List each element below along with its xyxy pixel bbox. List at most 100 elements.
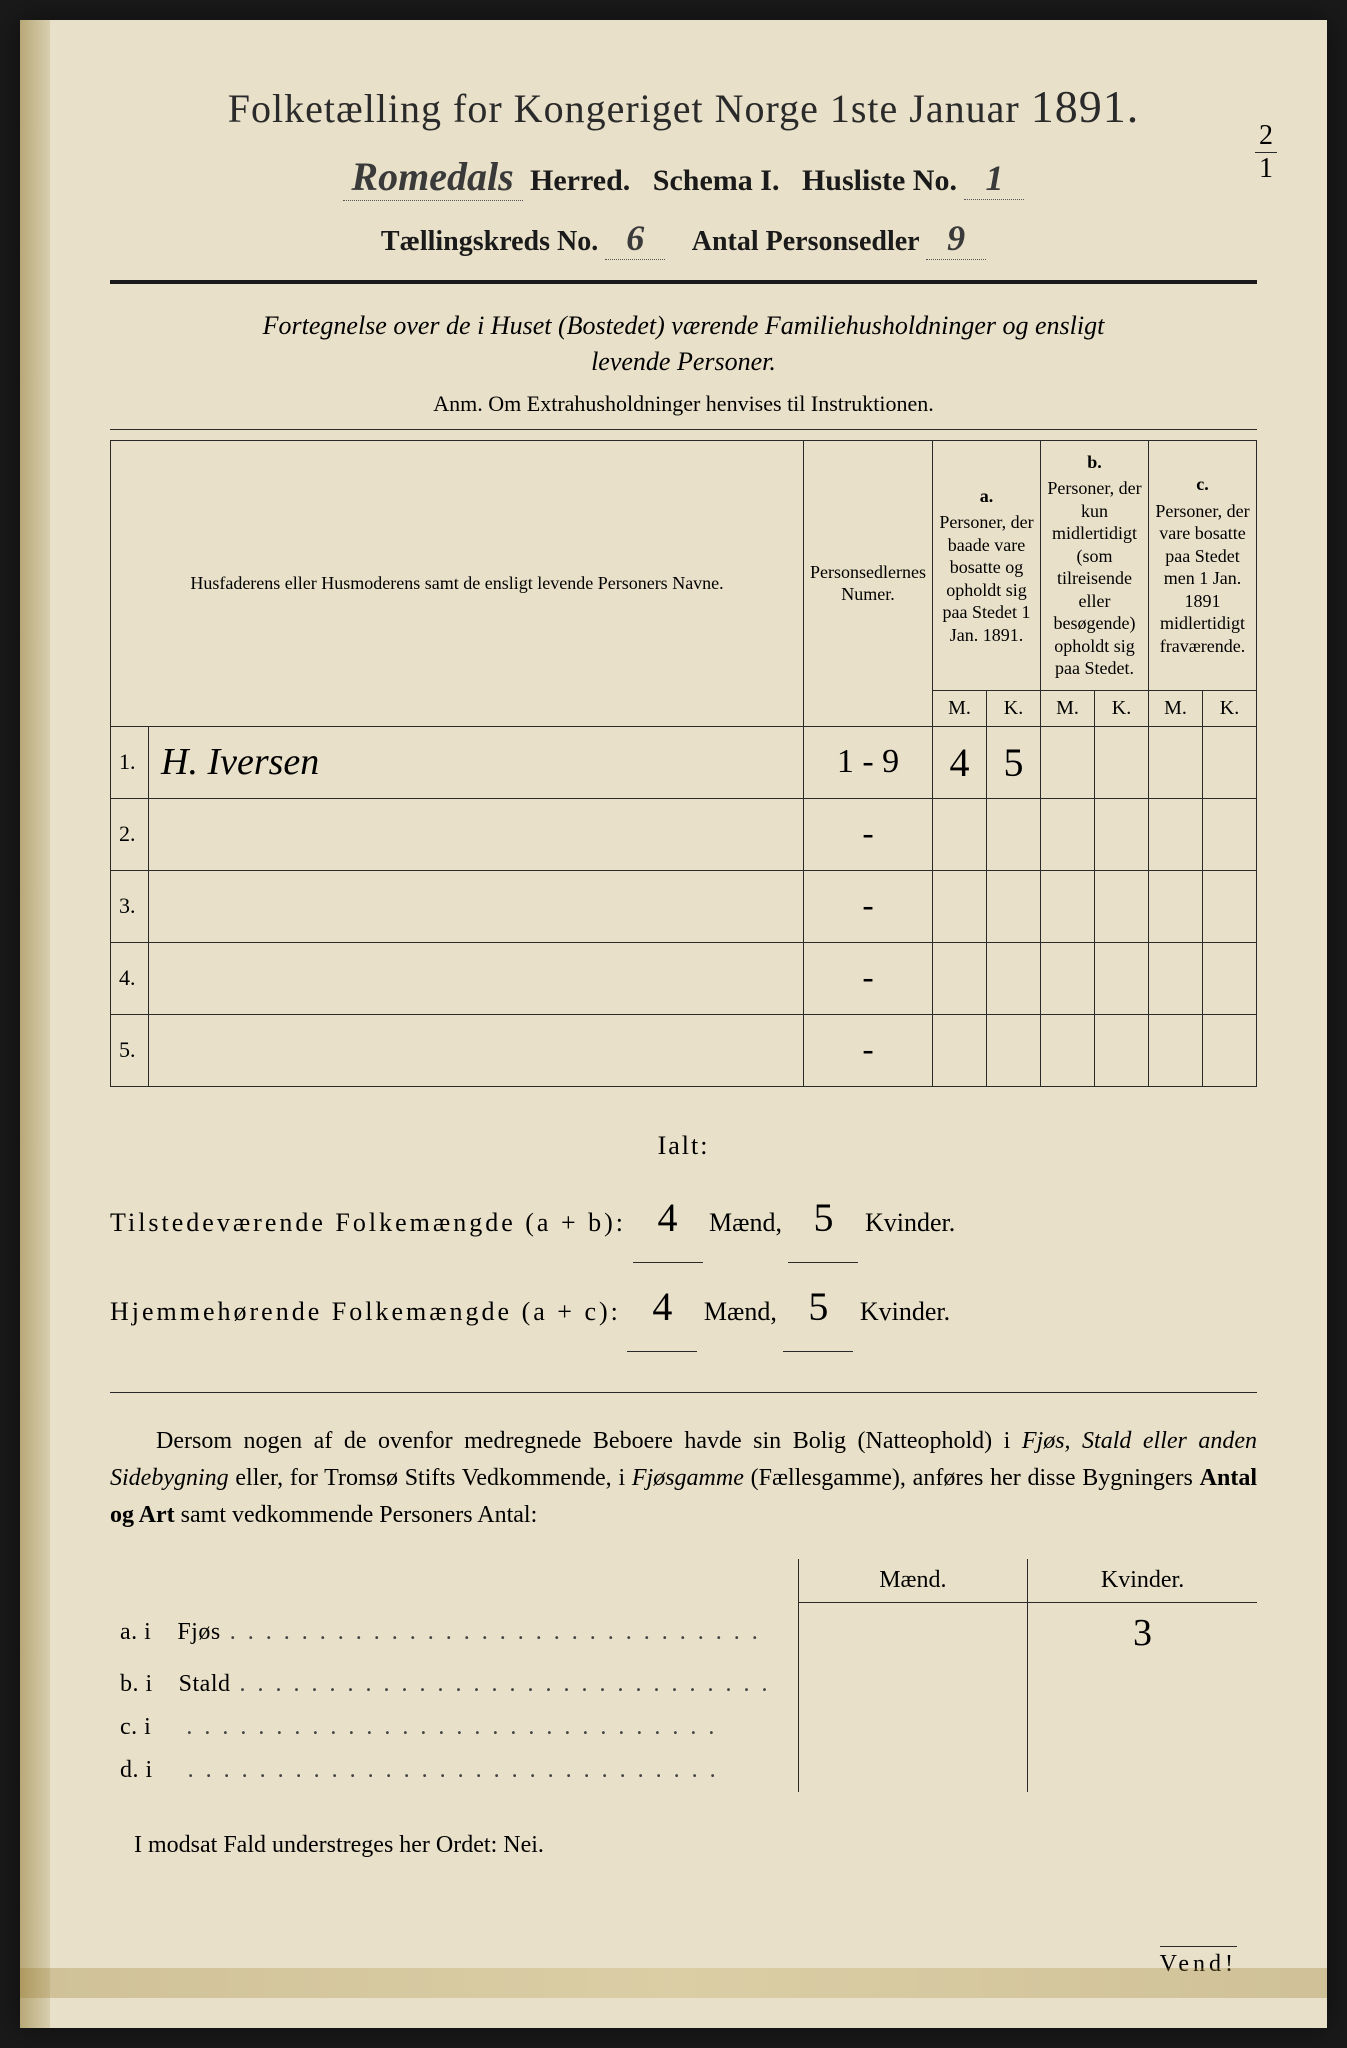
c-k xyxy=(1203,798,1257,870)
census-form-page: 2 1 Folketælling for Kongeriget Norge 1s… xyxy=(20,20,1327,2028)
c-m xyxy=(1149,870,1203,942)
a-k xyxy=(987,942,1041,1014)
c-k xyxy=(1203,942,1257,1014)
footer-text: I modsat Fald understreges her Ordet: Ne… xyxy=(110,1832,1257,1859)
c-k xyxy=(1203,1014,1257,1086)
c-m xyxy=(1149,798,1203,870)
col-c-k: K. xyxy=(1203,690,1257,726)
outbuild-label: d. i . . . . . . . . . . . . . . . . . .… xyxy=(110,1749,798,1792)
census-table-body: 1.H. Iversen1 - 9452.-3.-4.-5.- xyxy=(111,726,1257,1086)
a-k: 5 xyxy=(987,726,1041,798)
sedler-numer: - xyxy=(804,1014,933,1086)
totals-line-2: Hjemmehørende Folkemængde (a + c): 4 Mæn… xyxy=(110,1263,1257,1352)
form-header: Folketælling for Kongeriget Norge 1ste J… xyxy=(110,80,1257,260)
b-m xyxy=(1041,942,1095,1014)
col-b-m: M. xyxy=(1041,690,1095,726)
page-fraction: 2 1 xyxy=(1255,120,1277,185)
a-m xyxy=(933,798,987,870)
page-stain xyxy=(20,1968,1327,1998)
row-number: 5. xyxy=(111,1014,149,1086)
b-k xyxy=(1095,1014,1149,1086)
form-annotation: Anm. Om Extrahusholdninger henvises til … xyxy=(110,391,1257,417)
row-number: 2. xyxy=(111,798,149,870)
a-k xyxy=(987,798,1041,870)
outbuild-women xyxy=(1028,1663,1257,1706)
a-m xyxy=(933,870,987,942)
sedler-numer: 1 - 9 xyxy=(804,726,933,798)
sedler-numer: - xyxy=(804,798,933,870)
outbuild-row: a. i Fjøs . . . . . . . . . . . . . . . … xyxy=(110,1602,1257,1663)
person-name xyxy=(149,942,804,1014)
present-women: 5 xyxy=(788,1174,858,1263)
b-k xyxy=(1095,942,1149,1014)
c-k xyxy=(1203,870,1257,942)
outbuilding-paragraph: Dersom nogen af de ovenfor medregnede Be… xyxy=(110,1423,1257,1535)
col-c-header: c.Personer, der vare bosatte paa Stedet … xyxy=(1149,440,1257,690)
present-men: 4 xyxy=(633,1174,703,1263)
form-description: Fortegnelse over de i Huset (Bostedet) v… xyxy=(110,308,1257,381)
outbuild-row: c. i . . . . . . . . . . . . . . . . . .… xyxy=(110,1706,1257,1749)
outbuild-men xyxy=(798,1749,1027,1792)
col-a-m: M. xyxy=(933,690,987,726)
col-a-k: K. xyxy=(987,690,1041,726)
row-number: 4. xyxy=(111,942,149,1014)
kreds-value: 6 xyxy=(605,217,665,260)
a-m: 4 xyxy=(933,726,987,798)
census-table: Husfaderens eller Husmoderens samt de en… xyxy=(110,440,1257,1087)
table-row: 3.- xyxy=(111,870,1257,942)
col-c-m: M. xyxy=(1149,690,1203,726)
resident-men: 4 xyxy=(627,1263,697,1352)
sedler-numer: - xyxy=(804,942,933,1014)
person-name xyxy=(149,870,804,942)
header-rule xyxy=(110,280,1257,284)
c-m xyxy=(1149,1014,1203,1086)
main-title: Folketælling for Kongeriget Norge 1ste J… xyxy=(110,80,1257,133)
mid-rule xyxy=(110,1392,1257,1393)
herred-line: Romedals Herred. Schema I. Husliste No. … xyxy=(110,153,1257,201)
fraction-numerator: 2 xyxy=(1255,120,1277,153)
person-name xyxy=(149,1014,804,1086)
b-m xyxy=(1041,726,1095,798)
a-m xyxy=(933,1014,987,1086)
outbuild-men xyxy=(798,1602,1027,1663)
a-k xyxy=(987,1014,1041,1086)
c-m xyxy=(1149,726,1203,798)
fraction-denominator: 1 xyxy=(1255,153,1277,185)
outbuild-women: 3 xyxy=(1028,1602,1257,1663)
a-k xyxy=(987,870,1041,942)
outbuild-label: c. i . . . . . . . . . . . . . . . . . .… xyxy=(110,1706,798,1749)
kreds-line: Tællingskreds No. 6 Antal Personsedler 9 xyxy=(110,217,1257,260)
sedler-numer: - xyxy=(804,870,933,942)
b-k xyxy=(1095,798,1149,870)
table-row: 2. - xyxy=(111,798,1257,870)
personsedler-value: 9 xyxy=(926,217,986,260)
col-b-header: b.Personer, der kun midlertidigt (som ti… xyxy=(1041,440,1149,690)
table-row: 5. - xyxy=(111,1014,1257,1086)
b-m xyxy=(1041,1014,1095,1086)
col-numer-header: Personsedlernes Numer. xyxy=(804,440,933,726)
totals-block: Ialt: Tilstedeværende Folkemængde (a + b… xyxy=(110,1117,1257,1352)
totals-line-1: Tilstedeværende Folkemængde (a + b): 4 M… xyxy=(110,1174,1257,1263)
b-k xyxy=(1095,726,1149,798)
outbuild-label: a. i Fjøs . . . . . . . . . . . . . . . … xyxy=(110,1602,798,1663)
outbuild-men xyxy=(798,1706,1027,1749)
outbuild-men xyxy=(798,1663,1027,1706)
outbuild-body: a. i Fjøs . . . . . . . . . . . . . . . … xyxy=(110,1602,1257,1792)
table-row: 4. - xyxy=(111,942,1257,1014)
col-names-header: Husfaderens eller Husmoderens samt de en… xyxy=(111,440,804,726)
table-row: 1.H. Iversen1 - 945 xyxy=(111,726,1257,798)
c-k xyxy=(1203,726,1257,798)
person-name: H. Iversen xyxy=(149,726,804,798)
outbuild-women xyxy=(1028,1749,1257,1792)
person-name xyxy=(149,798,804,870)
col-b-k: K. xyxy=(1095,690,1149,726)
outbuild-row: b. i Stald . . . . . . . . . . . . . . .… xyxy=(110,1663,1257,1706)
b-k xyxy=(1095,870,1149,942)
resident-women: 5 xyxy=(783,1263,853,1352)
outbuild-label: b. i Stald . . . . . . . . . . . . . . .… xyxy=(110,1663,798,1706)
outbuild-kvinder-header: Kvinder. xyxy=(1028,1559,1257,1603)
col-a-header: a.Personer, der baade vare bosatte og op… xyxy=(933,440,1041,690)
outbuild-women xyxy=(1028,1706,1257,1749)
outbuilding-table: Mænd. Kvinder. a. i Fjøs . . . . . . . .… xyxy=(110,1559,1257,1792)
outbuild-row: d. i . . . . . . . . . . . . . . . . . .… xyxy=(110,1749,1257,1792)
